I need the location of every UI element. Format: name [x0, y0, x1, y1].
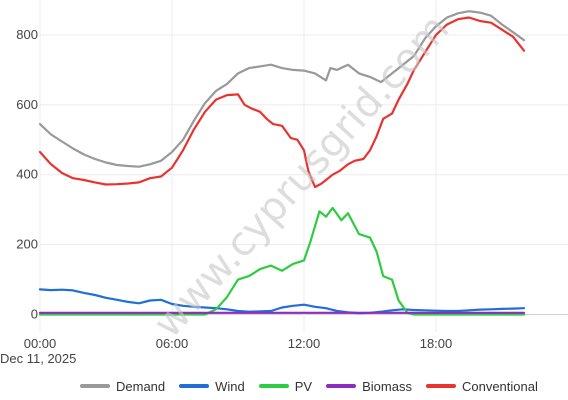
legend-item-wind[interactable]: Wind	[179, 379, 245, 394]
y-tick-label: 600	[16, 97, 38, 112]
series-layer	[38, 10, 526, 316]
x-tick-label: 12:00	[288, 336, 321, 351]
legend-swatch	[80, 384, 110, 388]
x-tick-label: 06:00	[156, 336, 189, 351]
legend-label: Demand	[116, 378, 166, 394]
y-tick-label: 200	[16, 237, 38, 252]
x-axis-ticks: 00:00 06:00 12:00 18:00	[24, 336, 453, 351]
legend-label: Wind	[215, 378, 245, 394]
legend-label: Biomass	[362, 378, 412, 394]
legend-label: PV	[294, 378, 313, 394]
y-tick-label: 800	[16, 27, 38, 42]
legend-swatch	[425, 384, 456, 388]
legend-item-pv[interactable]: PV	[258, 378, 313, 394]
legend-swatch	[326, 384, 357, 388]
legend-label: Conventional	[461, 378, 538, 394]
series-line-demand	[38, 10, 526, 168]
y-tick-label: 0	[31, 307, 38, 322]
series-line-wind	[38, 288, 526, 315]
series-line-pv	[38, 206, 526, 316]
series-line-conventional	[38, 16, 526, 189]
watermark-text: www.cyprusgrid.com	[145, 6, 458, 347]
y-tick-label: 400	[16, 167, 38, 182]
legend: Demand Wind PV Biomass Conventional	[80, 376, 540, 396]
legend-swatch	[258, 384, 289, 388]
x-start-date-label: Dec 11, 2025	[0, 351, 76, 366]
legend-item-demand[interactable]: Demand	[80, 379, 165, 394]
legend-item-conventional[interactable]: Conventional	[425, 378, 538, 394]
legend-swatch	[179, 384, 210, 388]
y-axis-ticks: 0 200 400 600 800	[16, 27, 38, 322]
x-tick-label: 18:00	[420, 336, 453, 351]
x-tick-label: 00:00	[24, 336, 57, 351]
grid	[39, 0, 568, 332]
legend-item-biomass[interactable]: Biomass	[326, 379, 412, 394]
